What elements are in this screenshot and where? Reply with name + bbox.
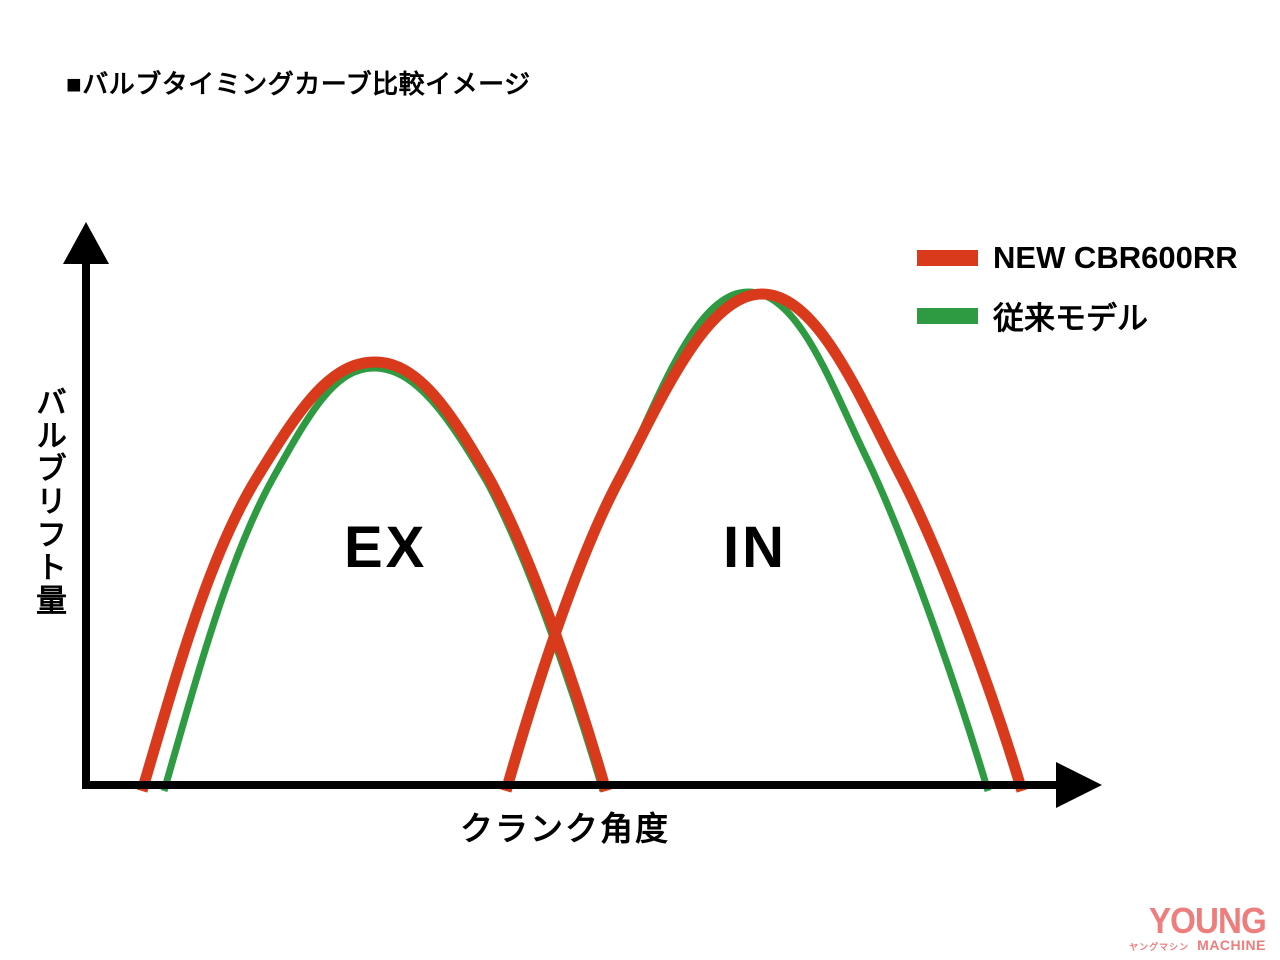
legend-item-conventional: 従来モデル xyxy=(917,293,1238,338)
x-axis-label: クランク角度 xyxy=(460,810,670,847)
logo-machine-text: MACHINE xyxy=(1197,937,1266,953)
y-axis-arrow-icon xyxy=(63,222,109,264)
legend-item-new-cbr600rr: NEW CBR600RR xyxy=(917,240,1238,276)
legend-swatch-red-rect xyxy=(917,250,978,266)
young-machine-logo: YOUNG ヤングマシン MACHINE xyxy=(1129,900,1267,952)
x-axis-arrow-icon xyxy=(1056,762,1102,808)
page-title: ■バルブタイミングカーブ比較イメージ xyxy=(66,69,531,99)
legend-swatch-red xyxy=(917,250,978,266)
logo-katakana-text: ヤングマシン xyxy=(1129,942,1190,952)
legend-swatch-green xyxy=(917,307,978,324)
legend: NEW CBR600RR 従来モデル xyxy=(917,240,1238,338)
y-axis-label: バルブリフト量 xyxy=(31,386,66,617)
curve-ex-new xyxy=(136,356,612,793)
curve-in-new xyxy=(500,288,1028,793)
in-curve-label: IN xyxy=(723,515,787,580)
legend-swatch-green-rect xyxy=(917,307,978,324)
logo-young-text: YOUNG xyxy=(1149,900,1267,942)
legend-label-conventional: 従来モデル xyxy=(993,301,1148,336)
legend-label-new-cbr600rr: NEW CBR600RR xyxy=(993,240,1238,275)
ex-curve-label: EX xyxy=(344,515,428,580)
logo-subline: ヤングマシン MACHINE xyxy=(1129,938,1266,952)
